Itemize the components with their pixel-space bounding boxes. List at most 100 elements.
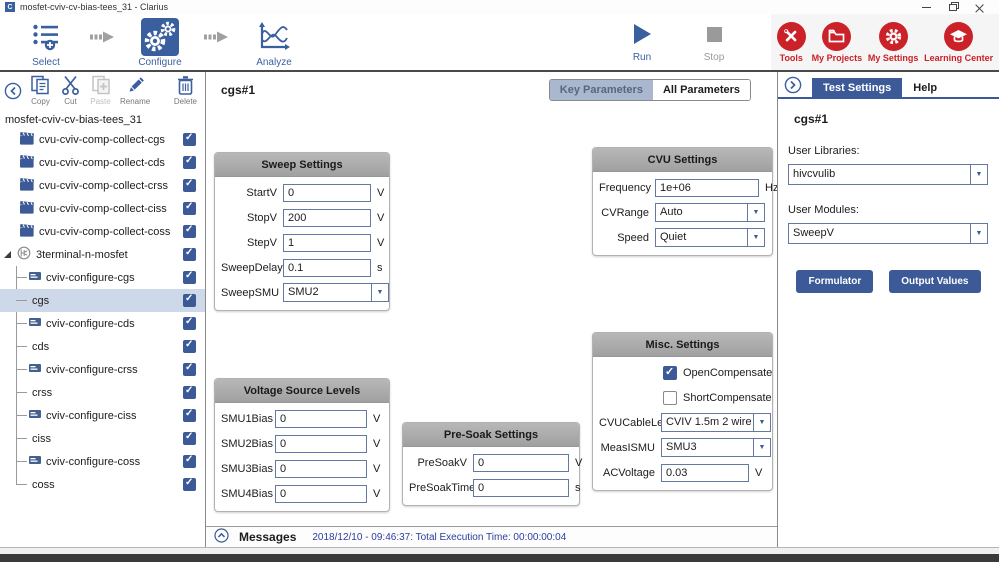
presoakv-input[interactable] [473, 453, 569, 472]
group-misc-settings: Misc. Settings OpenCompensate ShortCompe… [592, 332, 773, 491]
tree-item-3terminal-n-mosfet[interactable]: 3terminal-n-mosfet [0, 243, 205, 266]
item-checkbox[interactable] [183, 339, 196, 353]
parameters-tabs: Key Parameters All Parameters [548, 79, 751, 101]
item-checkbox[interactable] [183, 293, 196, 307]
stopv-input[interactable] [283, 208, 371, 227]
tree-item-cvu-cviv-comp-collect-cds[interactable]: cvu-cviv-comp-collect-cds [0, 151, 205, 174]
item-checkbox[interactable] [183, 270, 196, 284]
item-checkbox[interactable] [183, 132, 196, 146]
output-values-button[interactable]: Output Values [889, 270, 981, 293]
group-pre-soak-settings: Pre-Soak Settings PreSoakV V PreSoakTime… [402, 422, 582, 506]
restore-icon[interactable] [949, 3, 957, 11]
cvrange-dropdown[interactable]: Auto ▼ [655, 203, 765, 222]
item-checkbox[interactable] [183, 224, 196, 238]
rename-button[interactable]: Rename [120, 75, 150, 106]
measismu-dropdown[interactable]: SMU3 ▼ [661, 438, 771, 457]
tree-item-cviv-configure-cds[interactable]: cviv-configure-cds [0, 312, 205, 335]
tab-help[interactable]: Help [913, 82, 938, 94]
tab-all-parameters[interactable]: All Parameters [652, 80, 750, 100]
tree-item-cvu-cviv-comp-collect-crss[interactable]: cvu-cviv-comp-collect-crss [0, 174, 205, 197]
frequency-input[interactable] [655, 178, 759, 197]
smu2bias-input[interactable] [275, 434, 367, 453]
item-checkbox[interactable] [183, 362, 196, 376]
messages-text: 2018/12/10 - 09:46:37: Total Execution T… [312, 531, 567, 543]
configure-test-icon [29, 271, 41, 284]
user-modules-dropdown[interactable]: SweepV ▼ [788, 223, 988, 244]
analyze-chart-icon [257, 18, 291, 56]
item-checkbox[interactable] [183, 454, 196, 468]
configure-test-icon [29, 455, 41, 468]
tree-item-cvu-cviv-comp-collect-ciss[interactable]: cvu-cviv-comp-collect-ciss [0, 197, 205, 220]
configure-test-icon [29, 317, 41, 330]
project-root-label[interactable]: mosfet-cviv-cv-bias-tees_31 [5, 114, 142, 126]
test-action-icon [19, 223, 34, 240]
run-button[interactable]: Run [618, 19, 666, 63]
copy-button[interactable]: Copy [30, 75, 51, 106]
learning-center-label: Learning Center [924, 52, 994, 63]
item-checkbox[interactable] [183, 385, 196, 399]
short-compensate-checkbox[interactable] [663, 390, 677, 405]
paste-button[interactable]: Paste [90, 75, 111, 106]
titlebar: C mosfet-cviv-cv-bias-tees_31 - Clarius [0, 0, 999, 14]
presoaktime-input[interactable] [473, 478, 569, 497]
delete-button[interactable]: Delete [174, 75, 197, 106]
cvucablelen-dropdown[interactable]: CVIV 1.5m 2 wire ▼ [661, 413, 771, 432]
item-checkbox[interactable] [183, 408, 196, 422]
minimize-icon[interactable] [922, 6, 931, 8]
configure-button[interactable]: Configure [128, 18, 192, 68]
startv-input[interactable] [283, 183, 371, 202]
tab-test-settings[interactable]: Test Settings [812, 78, 903, 97]
item-checkbox[interactable] [183, 431, 196, 445]
tree-item-cviv-configure-crss[interactable]: cviv-configure-crss [0, 358, 205, 381]
run-label: Run [632, 52, 652, 63]
smu4bias-input[interactable] [275, 484, 367, 503]
folder-icon [822, 21, 852, 51]
item-checkbox[interactable] [183, 155, 196, 169]
tree-item-crss[interactable]: crss [0, 381, 205, 404]
smu1bias-input[interactable] [275, 409, 367, 428]
item-checkbox[interactable] [183, 247, 196, 261]
formulator-button[interactable]: Formulator [796, 270, 874, 293]
collapse-messages-icon[interactable] [214, 528, 229, 546]
acvoltage-input[interactable] [661, 463, 749, 482]
horizontal-scrollbar[interactable] [0, 547, 999, 554]
tree-item-cvu-cviv-comp-collect-cgs[interactable]: cvu-cviv-comp-collect-cgs [0, 128, 205, 151]
item-checkbox[interactable] [183, 201, 196, 215]
sweepsmu-dropdown[interactable]: SMU2 ▼ [283, 283, 389, 302]
my-projects-button[interactable]: My Projects [812, 21, 862, 63]
tree-item-cviv-configure-cgs[interactable]: cviv-configure-cgs [0, 266, 205, 289]
cut-button[interactable]: Cut [60, 75, 81, 106]
tree-item-cgs-selected[interactable]: cgs [0, 289, 205, 312]
smu3bias-input[interactable] [275, 459, 367, 478]
tree-item-cviv-configure-coss[interactable]: cviv-configure-coss [0, 450, 205, 473]
test-action-icon [19, 200, 34, 217]
collapse-left-panel-icon[interactable] [4, 82, 22, 103]
item-checkbox[interactable] [183, 178, 196, 192]
select-button[interactable]: Select [14, 18, 78, 68]
item-checkbox[interactable] [183, 477, 196, 491]
chevron-down-icon: ▼ [753, 414, 770, 431]
project-tree-panel: Copy Cut Past [0, 72, 206, 547]
tree-item-ciss[interactable]: ciss [0, 427, 205, 450]
learning-center-button[interactable]: Learning Center [924, 21, 994, 63]
tab-key-parameters[interactable]: Key Parameters [549, 80, 653, 100]
right-panel-test-title: cgs#1 [794, 112, 829, 126]
item-checkbox[interactable] [183, 316, 196, 330]
tree-item-cvu-cviv-comp-collect-coss[interactable]: cvu-cviv-comp-collect-coss [0, 220, 205, 243]
tools-button[interactable]: Tools [776, 21, 806, 63]
tree-item-cviv-configure-ciss[interactable]: cviv-configure-ciss [0, 404, 205, 427]
sweepdelay-input[interactable] [283, 258, 371, 277]
speed-dropdown[interactable]: Quiet ▼ [655, 228, 765, 247]
collapse-right-panel-icon[interactable] [784, 76, 802, 97]
stepv-input[interactable] [283, 233, 371, 252]
paste-label: Paste [90, 97, 111, 106]
close-icon[interactable] [975, 3, 984, 12]
user-libraries-dropdown[interactable]: hivcvulib ▼ [788, 164, 988, 185]
tree-item-coss[interactable]: coss [0, 473, 205, 496]
stop-button[interactable]: Stop [690, 19, 738, 63]
my-settings-button[interactable]: My Settings [868, 21, 918, 63]
open-compensate-checkbox[interactable] [663, 365, 677, 380]
tree-item-cds[interactable]: cds [0, 335, 205, 358]
analyze-button[interactable]: Analyze [242, 18, 306, 68]
expanded-triangle-icon[interactable] [4, 251, 11, 258]
